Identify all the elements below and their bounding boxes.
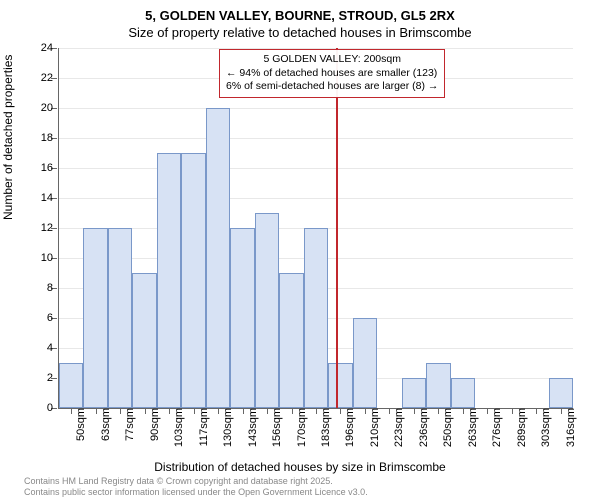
chart-container: 5, GOLDEN VALLEY, BOURNE, STROUD, GL5 2R… bbox=[0, 0, 600, 500]
y-tick-label: 6 bbox=[29, 312, 53, 324]
histogram-bar bbox=[230, 228, 254, 408]
x-tick bbox=[145, 408, 146, 414]
x-tick-label: 77sqm bbox=[124, 408, 136, 441]
x-tick bbox=[389, 408, 390, 414]
x-tick-label: 316sqm bbox=[565, 408, 577, 447]
y-tick-label: 22 bbox=[29, 72, 53, 84]
x-tick bbox=[414, 408, 415, 414]
x-tick bbox=[512, 408, 513, 414]
footer-line2: Contains public sector information licen… bbox=[24, 487, 368, 498]
histogram-bar bbox=[132, 273, 156, 408]
x-tick-label: 250sqm bbox=[442, 408, 454, 447]
gridline bbox=[59, 198, 573, 199]
histogram-bar bbox=[59, 363, 83, 408]
chart-title-line1: 5, GOLDEN VALLEY, BOURNE, STROUD, GL5 2R… bbox=[0, 0, 600, 25]
histogram-bar bbox=[181, 153, 205, 408]
histogram-bar bbox=[328, 363, 352, 408]
x-tick-label: 210sqm bbox=[369, 408, 381, 447]
annotation-line: 5 GOLDEN VALLEY: 200sqm bbox=[226, 53, 438, 67]
x-tick bbox=[463, 408, 464, 414]
gridline bbox=[59, 108, 573, 109]
y-tick-label: 14 bbox=[29, 192, 53, 204]
x-tick-label: 276sqm bbox=[491, 408, 503, 447]
y-tick-label: 16 bbox=[29, 162, 53, 174]
x-tick-label: 103sqm bbox=[173, 408, 185, 447]
x-tick bbox=[536, 408, 537, 414]
histogram-bar bbox=[353, 318, 377, 408]
x-tick-label: 263sqm bbox=[467, 408, 479, 447]
gridline bbox=[59, 168, 573, 169]
x-tick-label: 156sqm bbox=[271, 408, 283, 447]
x-tick bbox=[243, 408, 244, 414]
histogram-bar bbox=[549, 378, 573, 408]
x-tick bbox=[365, 408, 366, 414]
plot-area: 02468101214161820222450sqm63sqm77sqm90sq… bbox=[58, 48, 573, 409]
histogram-bar bbox=[426, 363, 450, 408]
histogram-bar bbox=[402, 378, 426, 408]
footer-attribution: Contains HM Land Registry data © Crown c… bbox=[24, 476, 368, 498]
y-tick-label: 20 bbox=[29, 102, 53, 114]
x-tick-label: 223sqm bbox=[393, 408, 405, 447]
y-tick-label: 2 bbox=[29, 372, 53, 384]
x-tick bbox=[169, 408, 170, 414]
y-tick-label: 18 bbox=[29, 132, 53, 144]
x-tick bbox=[316, 408, 317, 414]
x-tick-label: 90sqm bbox=[149, 408, 161, 441]
x-tick bbox=[218, 408, 219, 414]
annotation-box: 5 GOLDEN VALLEY: 200sqm← 94% of detached… bbox=[219, 49, 445, 98]
x-axis-label: Distribution of detached houses by size … bbox=[0, 460, 600, 474]
gridline bbox=[59, 138, 573, 139]
histogram-bar bbox=[83, 228, 107, 408]
x-tick bbox=[438, 408, 439, 414]
y-axis-label: Number of detached properties bbox=[1, 55, 15, 220]
x-tick bbox=[194, 408, 195, 414]
x-tick-label: 143sqm bbox=[247, 408, 259, 447]
x-tick bbox=[340, 408, 341, 414]
x-tick-label: 117sqm bbox=[198, 408, 210, 446]
x-tick bbox=[71, 408, 72, 414]
x-tick bbox=[267, 408, 268, 414]
y-tick-label: 12 bbox=[29, 222, 53, 234]
x-tick bbox=[561, 408, 562, 414]
annotation-line: ← 94% of detached houses are smaller (12… bbox=[226, 67, 438, 81]
x-tick-label: 289sqm bbox=[516, 408, 528, 447]
histogram-bar bbox=[108, 228, 132, 408]
reference-line bbox=[336, 48, 338, 408]
y-tick-label: 24 bbox=[29, 42, 53, 54]
x-tick bbox=[96, 408, 97, 414]
x-tick-label: 196sqm bbox=[344, 408, 356, 447]
histogram-bar bbox=[206, 108, 230, 408]
footer-line1: Contains HM Land Registry data © Crown c… bbox=[24, 476, 368, 487]
y-tick-label: 0 bbox=[29, 402, 53, 414]
y-tick-label: 10 bbox=[29, 252, 53, 264]
x-tick bbox=[120, 408, 121, 414]
x-tick bbox=[292, 408, 293, 414]
annotation-line: 6% of semi-detached houses are larger (8… bbox=[226, 80, 438, 94]
chart-title-line2: Size of property relative to detached ho… bbox=[0, 25, 600, 42]
histogram-bar bbox=[157, 153, 181, 408]
x-tick-label: 183sqm bbox=[320, 408, 332, 447]
histogram-bar bbox=[451, 378, 475, 408]
x-tick-label: 130sqm bbox=[222, 408, 234, 447]
y-tick-label: 8 bbox=[29, 282, 53, 294]
x-tick bbox=[487, 408, 488, 414]
x-tick-label: 303sqm bbox=[540, 408, 552, 447]
x-tick-label: 63sqm bbox=[100, 408, 112, 441]
x-tick-label: 170sqm bbox=[296, 408, 308, 447]
y-tick-label: 4 bbox=[29, 342, 53, 354]
histogram-bar bbox=[279, 273, 303, 408]
histogram-bar bbox=[255, 213, 279, 408]
histogram-bar bbox=[304, 228, 328, 408]
x-tick-label: 50sqm bbox=[75, 408, 87, 441]
x-tick-label: 236sqm bbox=[418, 408, 430, 447]
